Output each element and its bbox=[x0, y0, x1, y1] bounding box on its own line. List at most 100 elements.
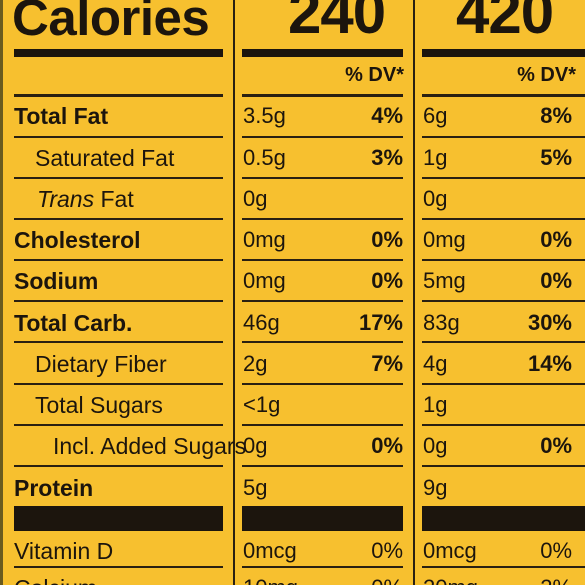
row-added-sugars-col2-dv: 0% bbox=[540, 433, 572, 458]
row-name-vitamin-d: Vitamin D bbox=[14, 538, 114, 564]
row-trans-fat-col2-amount: 0g bbox=[423, 186, 448, 211]
row-separator-line bbox=[242, 341, 403, 343]
row-total-carb-col1-amount: 46g bbox=[243, 310, 280, 335]
row-total-fat-col2-amount: 6g bbox=[423, 103, 448, 128]
row-sodium-col1-amount: 0mg bbox=[243, 268, 286, 293]
row-sodium-col2-amount: 5mg bbox=[423, 268, 466, 293]
row-name-saturated-fat: Saturated Fat bbox=[35, 145, 175, 171]
row-separator-line bbox=[242, 177, 403, 179]
row-dietary-fiber-col2-dv: 14% bbox=[527, 351, 572, 376]
row-name-protein: Protein bbox=[14, 475, 94, 501]
row-separator-line bbox=[14, 383, 223, 385]
row-separator-line bbox=[242, 465, 403, 467]
row-dietary-fiber-col1-dv: 7% bbox=[371, 351, 403, 376]
row-added-sugars-col1-dv: 0% bbox=[371, 433, 403, 458]
row-separator-line bbox=[242, 566, 403, 568]
row-separator-line bbox=[14, 259, 223, 261]
dv-header-col1: % DV* bbox=[345, 64, 404, 86]
black-band-col2 bbox=[422, 506, 585, 531]
black-band-col1 bbox=[242, 506, 403, 531]
black-band-name-col bbox=[14, 506, 223, 531]
row-total-carb-col2-dv: 30% bbox=[527, 310, 572, 335]
row-vitamin-d-col1-amount: 0mcg bbox=[243, 538, 297, 563]
rule-under-dv-col1 bbox=[242, 94, 403, 97]
row-cholesterol-col1-amount: 0mg bbox=[243, 227, 286, 252]
row-cholesterol-col1-dv: 0% bbox=[371, 227, 403, 252]
row-calcium-col2-dv: 2% bbox=[500, 575, 572, 585]
row-saturated-fat-col2-amount: 1g bbox=[423, 145, 448, 170]
row-separator-line bbox=[242, 259, 403, 261]
row-separator-line bbox=[14, 300, 223, 302]
row-separator-line bbox=[14, 566, 223, 568]
row-total-fat-col1-amount: 3.5g bbox=[243, 103, 286, 128]
calories-value-col2: 420 bbox=[456, 0, 554, 46]
row-name-calcium: Calcium bbox=[14, 575, 97, 585]
row-name-total-carb: Total Carb. bbox=[14, 310, 133, 336]
rule-under-dv-name bbox=[14, 94, 223, 97]
trans-italic-word: Trans bbox=[37, 186, 95, 212]
row-added-sugars-col2-amount: 0g bbox=[423, 433, 448, 458]
column-divider-1 bbox=[233, 0, 235, 585]
row-cholesterol-col2-dv: 0% bbox=[540, 227, 572, 252]
thick-rule-col1 bbox=[242, 49, 403, 57]
row-separator-line bbox=[242, 136, 403, 138]
row-separator-line bbox=[14, 341, 223, 343]
row-total-carb-col1-dv: 17% bbox=[358, 310, 403, 335]
row-separator-line bbox=[422, 383, 585, 385]
row-total-carb-col2-amount: 83g bbox=[423, 310, 460, 335]
rule-under-dv-col2 bbox=[422, 94, 585, 97]
row-separator-line bbox=[14, 136, 223, 138]
row-sodium-col1-dv: 0% bbox=[371, 268, 403, 293]
row-separator-line bbox=[422, 341, 585, 343]
row-protein-col1-amount: 5g bbox=[243, 475, 268, 500]
row-separator-line bbox=[242, 424, 403, 426]
row-protein-col2-amount: 9g bbox=[423, 475, 448, 500]
row-total-sugars-col2-amount: 1g bbox=[423, 392, 448, 417]
row-sodium-col2-dv: 0% bbox=[540, 268, 572, 293]
row-separator-line bbox=[422, 300, 585, 302]
dv-header-col2: % DV* bbox=[517, 64, 576, 86]
row-added-sugars-col1-amount: 0g bbox=[243, 433, 268, 458]
row-cholesterol-col2-amount: 0mg bbox=[423, 227, 466, 252]
row-vitamin-d-col1-dv: 0% bbox=[371, 538, 403, 563]
row-name-trans-fat: Trans Fat bbox=[37, 186, 134, 212]
row-dietary-fiber-col1-amount: 2g bbox=[243, 351, 268, 376]
row-vitamin-d-col2-amount: 0mcg bbox=[423, 538, 477, 563]
row-separator-line bbox=[422, 424, 585, 426]
row-dietary-fiber-col2-amount: 4g bbox=[423, 351, 448, 376]
row-name-total-sugars: Total Sugars bbox=[35, 392, 163, 418]
row-name-sodium: Sodium bbox=[14, 268, 99, 294]
row-separator-line bbox=[242, 218, 403, 220]
row-calcium-col1-dv: 0% bbox=[330, 575, 403, 585]
row-separator-line bbox=[422, 259, 585, 261]
row-vitamin-d-col2-dv: 0% bbox=[540, 538, 572, 563]
row-calcium-col2-amount: 20mg bbox=[423, 575, 478, 585]
row-separator-line bbox=[14, 177, 223, 179]
row-saturated-fat-col2-dv: 5% bbox=[540, 145, 572, 170]
row-separator-line bbox=[422, 136, 585, 138]
calories-value-col1: 240 bbox=[288, 0, 386, 46]
row-name-total-fat: Total Fat bbox=[14, 103, 109, 129]
row-name-dietary-fiber: Dietary Fiber bbox=[35, 351, 167, 377]
row-separator-line bbox=[14, 218, 223, 220]
row-saturated-fat-col1-dv: 3% bbox=[371, 145, 403, 170]
left-edge-strip bbox=[0, 0, 3, 585]
row-separator-line bbox=[242, 300, 403, 302]
row-separator-line bbox=[422, 465, 585, 467]
row-separator-line bbox=[422, 177, 585, 179]
row-name-added-sugars: Incl. Added Sugars bbox=[53, 433, 247, 459]
row-total-sugars-col1-amount: <1g bbox=[243, 392, 281, 417]
row-name-cholesterol: Cholesterol bbox=[14, 227, 141, 253]
thick-rule-name-col bbox=[14, 49, 223, 57]
row-separator-line bbox=[242, 383, 403, 385]
row-total-fat-col2-dv: 8% bbox=[540, 103, 572, 128]
row-trans-fat-col1-amount: 0g bbox=[243, 186, 268, 211]
calories-label: Calories bbox=[12, 0, 210, 46]
row-calcium-col1-amount: 10mg bbox=[243, 575, 298, 585]
trans-fat-rest: Fat bbox=[94, 186, 134, 212]
row-saturated-fat-col1-amount: 0.5g bbox=[243, 145, 286, 170]
row-separator-line bbox=[14, 424, 223, 426]
row-separator-line bbox=[422, 566, 585, 568]
thick-rule-col2 bbox=[422, 49, 585, 57]
